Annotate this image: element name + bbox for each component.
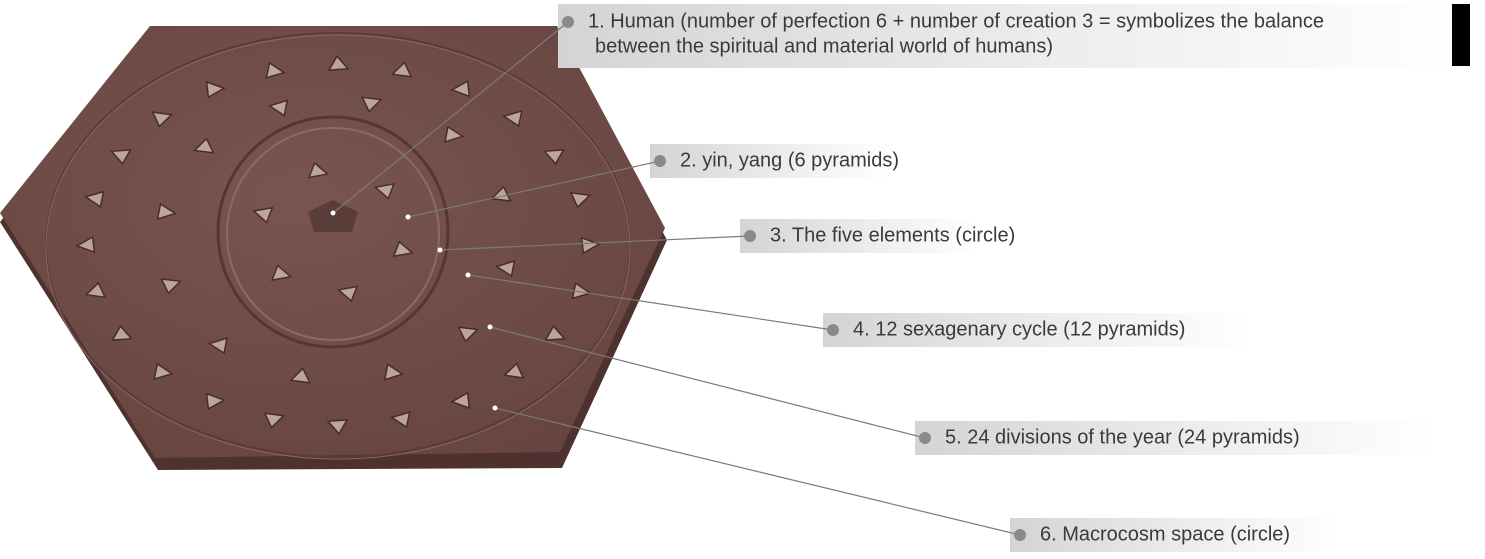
- callout-text: 3. The five elements (circle): [770, 224, 1015, 246]
- bullet: [827, 324, 839, 336]
- leader-end: [493, 406, 498, 411]
- leader-end: [406, 215, 411, 220]
- bullet: [919, 432, 931, 444]
- leader-end: [466, 273, 471, 278]
- callout-text: between the spiritual and material world…: [595, 35, 1053, 57]
- hexagon-plate: [0, 26, 667, 470]
- callout-text: 6. Macrocosm space (circle): [1040, 523, 1290, 545]
- redaction-block: [1452, 4, 1470, 66]
- bullet: [654, 155, 666, 167]
- callout-text: 5. 24 divisions of the year (24 pyramids…: [945, 426, 1300, 448]
- leader-end: [331, 211, 336, 216]
- bullet: [562, 16, 574, 28]
- bullet: [744, 230, 756, 242]
- page: {"callouts": [ {"lines": ["1. Human (num…: [0, 0, 1485, 559]
- leader-end: [438, 248, 443, 253]
- plate-top: [0, 26, 665, 458]
- leader-end: [488, 325, 493, 330]
- callout-text: 4. 12 sexagenary cycle (12 pyramids): [853, 318, 1185, 340]
- callout-text: 2. yin, yang (6 pyramids): [680, 149, 899, 171]
- diagram: 1. Human (number of perfection 6 + numbe…: [0, 0, 1485, 559]
- callout-text: 1. Human (number of perfection 6 + numbe…: [588, 10, 1324, 32]
- bullet: [1014, 529, 1026, 541]
